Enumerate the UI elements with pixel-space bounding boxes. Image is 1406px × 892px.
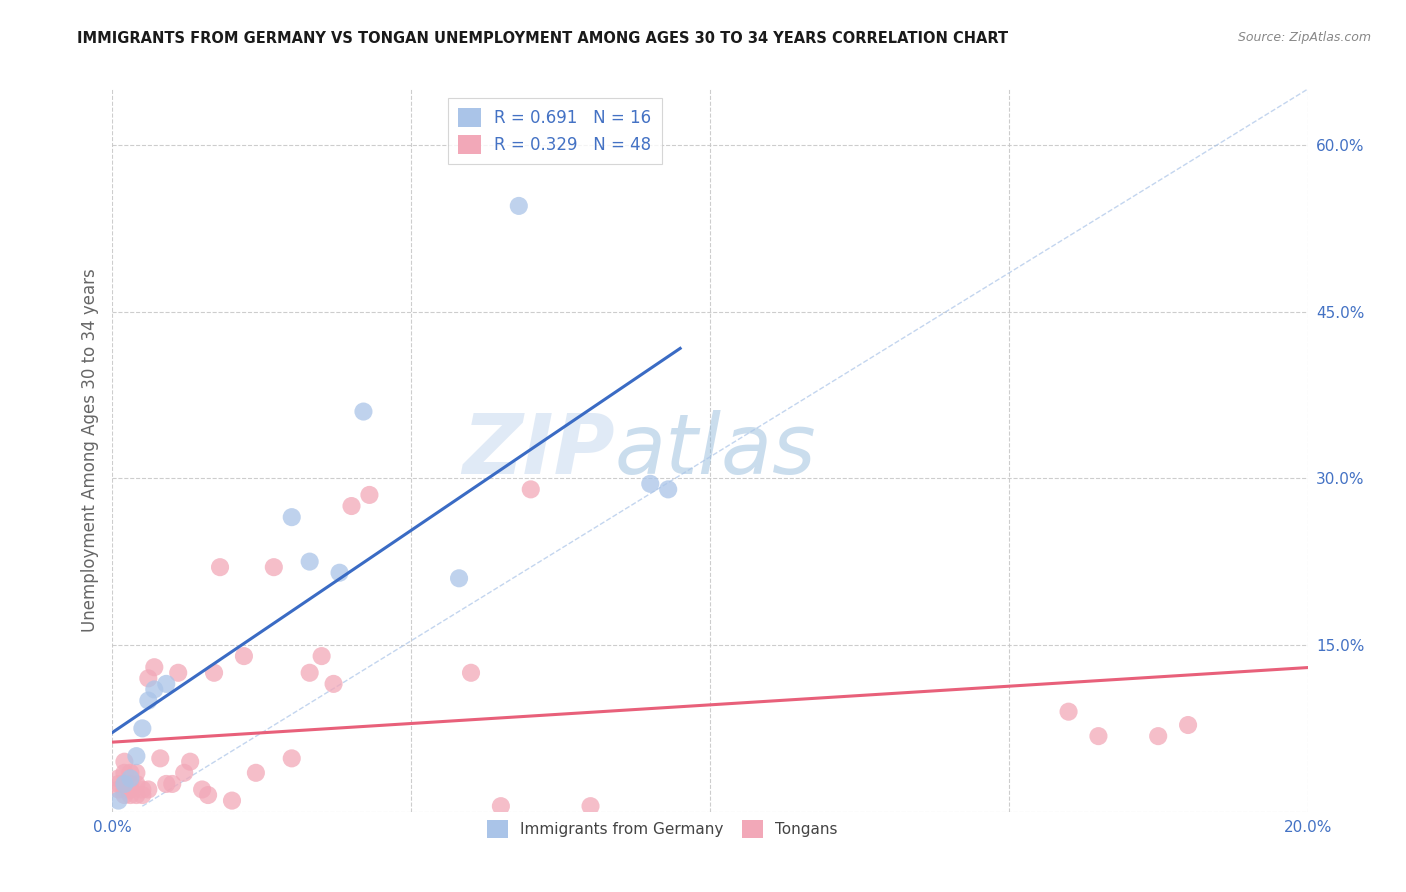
Point — [179, 755, 201, 769]
Point — [107, 794, 129, 808]
Point — [657, 483, 679, 497]
Point — [340, 499, 363, 513]
Point — [640, 476, 662, 491]
Point — [120, 788, 142, 802]
Point — [197, 788, 219, 802]
Point — [1177, 718, 1199, 732]
Point — [209, 560, 232, 574]
Point — [489, 799, 512, 814]
Point — [120, 782, 142, 797]
Point — [114, 788, 135, 802]
Point — [281, 751, 304, 765]
Point — [449, 571, 471, 585]
Point — [114, 755, 135, 769]
Text: ZIP: ZIP — [461, 410, 614, 491]
Point — [125, 777, 148, 791]
Point — [221, 794, 243, 808]
Point — [359, 488, 381, 502]
Point — [131, 782, 153, 797]
Point — [155, 777, 177, 791]
Point — [298, 555, 321, 569]
Point — [131, 722, 153, 736]
Point — [281, 510, 304, 524]
Point — [149, 751, 172, 765]
Point — [460, 665, 482, 680]
Point — [263, 560, 285, 574]
Point — [143, 660, 166, 674]
Point — [167, 665, 190, 680]
Point — [155, 677, 177, 691]
Point — [233, 649, 256, 664]
Point — [245, 765, 267, 780]
Point — [138, 693, 160, 707]
Point — [311, 649, 333, 664]
Point — [120, 777, 142, 791]
Point — [1147, 729, 1170, 743]
Point — [138, 671, 160, 685]
Point — [191, 782, 214, 797]
Point — [120, 765, 142, 780]
Point — [162, 777, 183, 791]
Point — [114, 782, 135, 797]
Point — [114, 777, 135, 791]
Point — [520, 483, 543, 497]
Point — [298, 665, 321, 680]
Y-axis label: Unemployment Among Ages 30 to 34 years: Unemployment Among Ages 30 to 34 years — [80, 268, 98, 632]
Text: IMMIGRANTS FROM GERMANY VS TONGAN UNEMPLOYMENT AMONG AGES 30 TO 34 YEARS CORRELA: IMMIGRANTS FROM GERMANY VS TONGAN UNEMPL… — [77, 31, 1008, 46]
Point — [131, 788, 153, 802]
Point — [107, 782, 129, 797]
Point — [107, 777, 129, 791]
Point — [120, 772, 142, 786]
Point — [202, 665, 225, 680]
Point — [138, 782, 160, 797]
Point — [353, 404, 375, 418]
Point — [107, 772, 129, 786]
Point — [329, 566, 352, 580]
Point — [508, 199, 530, 213]
Point — [125, 788, 148, 802]
Legend: Immigrants from Germany, Tongans: Immigrants from Germany, Tongans — [481, 814, 844, 844]
Point — [125, 749, 148, 764]
Text: atlas: atlas — [614, 410, 815, 491]
Point — [322, 677, 344, 691]
Point — [173, 765, 195, 780]
Text: Source: ZipAtlas.com: Source: ZipAtlas.com — [1237, 31, 1371, 45]
Point — [579, 799, 602, 814]
Point — [1087, 729, 1109, 743]
Point — [143, 682, 166, 697]
Point — [114, 777, 135, 791]
Point — [1057, 705, 1080, 719]
Point — [114, 765, 135, 780]
Point — [125, 765, 148, 780]
